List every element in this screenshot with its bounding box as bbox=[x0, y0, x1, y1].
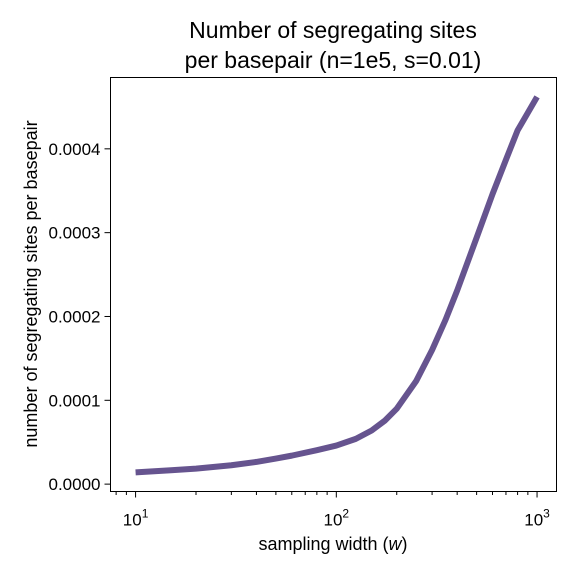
y-tick-label-0: 0.0000 bbox=[49, 475, 101, 494]
y-tick-label-2: 0.0002 bbox=[49, 307, 101, 326]
x-axis-label: sampling width (w) bbox=[258, 534, 407, 554]
x-axis-label-prefix: sampling width ( bbox=[258, 534, 388, 554]
series-line-0 bbox=[135, 95, 540, 476]
x-tick-label-0: 101 bbox=[123, 507, 149, 530]
x-tick-label-base: 10 bbox=[324, 511, 343, 530]
y-tick-label-1: 0.0001 bbox=[49, 391, 101, 410]
plot-frame bbox=[110, 77, 557, 492]
x-tick-label-base: 10 bbox=[524, 511, 543, 530]
x-axis-ticks: 101 102 103 bbox=[115, 491, 550, 530]
x-tick-label-1: 102 bbox=[324, 507, 350, 530]
chart-title-line-2: per basepair (n=1e5, s=0.01) bbox=[185, 47, 482, 73]
x-tick-label-exponent: 2 bbox=[342, 507, 349, 521]
x-tick-label-exponent: 1 bbox=[142, 507, 149, 521]
chart-title-line-1: Number of segregating sites bbox=[189, 17, 477, 43]
x-tick-label-exponent: 3 bbox=[543, 507, 550, 521]
y-axis-ticks: 0.0000 0.0001 0.0002 0.0003 0.0004 bbox=[49, 140, 111, 494]
y-axis-label: number of segregating sites per basepair bbox=[21, 120, 41, 447]
series-layer bbox=[135, 95, 540, 476]
x-axis-label-suffix: ) bbox=[402, 534, 408, 554]
y-tick-label-4: 0.0004 bbox=[49, 140, 101, 159]
y-tick-label-3: 0.0003 bbox=[49, 224, 101, 243]
x-axis-label-variable: w bbox=[389, 534, 403, 554]
x-tick-label-base: 10 bbox=[123, 511, 142, 530]
x-tick-label-2: 103 bbox=[524, 507, 550, 530]
